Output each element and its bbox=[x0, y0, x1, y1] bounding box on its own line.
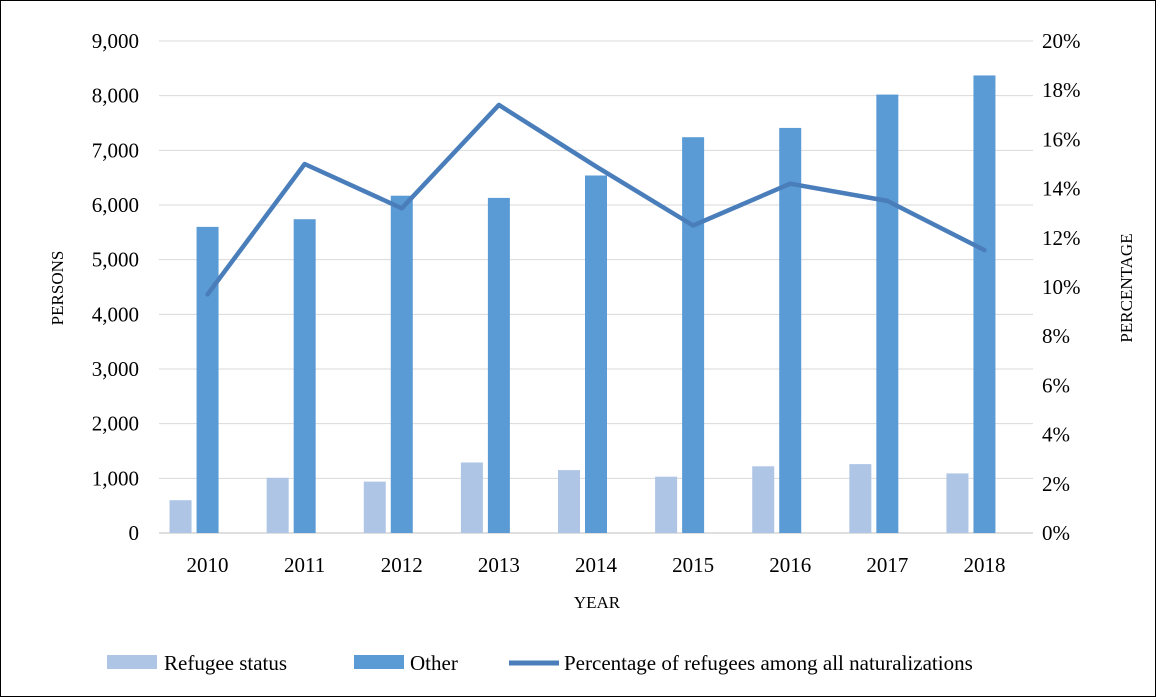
legend-swatch-refugee-status bbox=[107, 655, 157, 669]
y-axis-right-ticks: 0% 2% 4% 6% 8% 10% 12% 14% 16% 18% 20% bbox=[1042, 29, 1081, 545]
bar-refugee-status bbox=[363, 481, 386, 533]
y-tick-label: 6,000 bbox=[92, 193, 139, 217]
x-tick-label: 2017 bbox=[866, 553, 908, 577]
bar-other bbox=[973, 75, 996, 533]
y2-tick-label: 0% bbox=[1042, 521, 1070, 545]
x-tick-label: 2014 bbox=[575, 553, 618, 577]
legend-label-other: Other bbox=[410, 651, 458, 675]
y2-tick-label: 2% bbox=[1042, 472, 1070, 496]
y-tick-label: 8,000 bbox=[92, 84, 139, 108]
y2-tick-label: 12% bbox=[1042, 226, 1081, 250]
y-tick-label: 1,000 bbox=[92, 466, 139, 490]
legend-label-refugee-status: Refugee status bbox=[164, 651, 287, 675]
y-tick-label: 3,000 bbox=[92, 357, 139, 381]
y2-tick-label: 18% bbox=[1042, 78, 1081, 102]
bar-refugee-status bbox=[752, 466, 775, 533]
y2-tick-label: 10% bbox=[1042, 275, 1081, 299]
legend-label-percentage: Percentage of refugees among all natural… bbox=[564, 651, 973, 675]
y-axis-title: PERSONS bbox=[48, 251, 67, 326]
x-tick-label: 2012 bbox=[381, 553, 423, 577]
bar-other bbox=[293, 219, 316, 534]
bar-other bbox=[390, 195, 413, 533]
y2-tick-label: 16% bbox=[1042, 127, 1081, 151]
x-tick-label: 2016 bbox=[769, 553, 811, 577]
bar-other bbox=[487, 197, 510, 534]
bar-other bbox=[779, 127, 802, 534]
bar-refugee-status bbox=[946, 473, 969, 533]
line-percentage-of-refugees bbox=[205, 102, 987, 297]
y2-tick-label: 4% bbox=[1042, 423, 1070, 447]
y-tick-label: 2,000 bbox=[92, 412, 139, 436]
y-tick-label: 5,000 bbox=[92, 248, 139, 272]
bar-refugee-status bbox=[266, 477, 289, 533]
percentage-line bbox=[205, 102, 987, 297]
legend-swatch-other bbox=[354, 655, 404, 669]
y-tick-label: 0 bbox=[129, 521, 140, 545]
bar-other bbox=[585, 175, 607, 534]
y-tick-label: 4,000 bbox=[92, 302, 139, 326]
x-axis-title: YEAR bbox=[574, 593, 621, 612]
y-axis-left-ticks: 0 1,000 2,000 3,000 4,000 5,000 6,000 7,000 8,00… bbox=[92, 29, 139, 545]
bar-other bbox=[196, 226, 219, 533]
bar-refugee-status bbox=[460, 462, 483, 533]
bars bbox=[169, 75, 996, 534]
bar-other bbox=[682, 137, 705, 534]
y2-axis-title: PERCENTAGE bbox=[1117, 233, 1136, 342]
bar-refugee-status bbox=[558, 470, 580, 533]
legend: Refugee status Other Percentage of refug… bbox=[107, 651, 973, 675]
x-axis-ticks: 2010 2011 2012 2013 2014 2015 2016 2017 2018 bbox=[187, 553, 1006, 577]
y2-tick-label: 14% bbox=[1042, 177, 1081, 201]
y2-tick-label: 6% bbox=[1042, 373, 1070, 397]
x-tick-label: 2013 bbox=[478, 553, 520, 577]
x-tick-label: 2018 bbox=[963, 553, 1005, 577]
bar-refugee-status bbox=[169, 500, 192, 533]
y2-tick-label: 8% bbox=[1042, 324, 1070, 348]
bar-refugee-status bbox=[849, 464, 872, 533]
y-tick-label: 7,000 bbox=[92, 138, 139, 162]
bar-other bbox=[876, 94, 899, 533]
x-tick-label: 2011 bbox=[284, 553, 325, 577]
y-tick-label: 9,000 bbox=[92, 29, 139, 53]
bar-refugee-status bbox=[655, 476, 678, 533]
x-tick-label: 2015 bbox=[672, 553, 714, 577]
x-tick-label: 2010 bbox=[187, 553, 229, 577]
y2-tick-label: 20% bbox=[1042, 29, 1081, 53]
